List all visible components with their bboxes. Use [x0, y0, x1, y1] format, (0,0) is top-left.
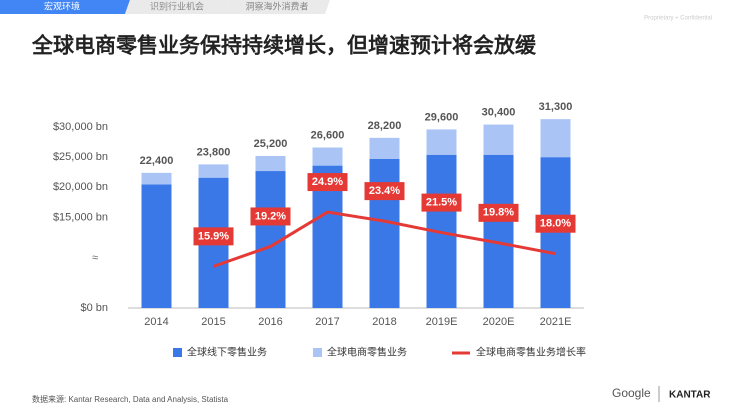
x-tick-label: 2019E [426, 316, 458, 328]
logo: Google [612, 386, 651, 400]
x-tick-label: 2016 [258, 316, 282, 328]
rate-label: 23.4% [369, 185, 400, 197]
tab[interactable]: 宏观环境 [44, 0, 80, 11]
total-label: 25,200 [254, 138, 288, 150]
x-tick-label: 2017 [315, 316, 339, 328]
bar-segment [255, 155, 286, 172]
tab-bg [225, 0, 330, 14]
x-tick-label: 2014 [144, 316, 168, 328]
rate-label: 19.8% [483, 207, 514, 219]
bar-segment [426, 129, 457, 155]
bar-segment [198, 164, 229, 178]
y-tick-label: $25,000 bn [53, 151, 108, 163]
bar-segment [141, 172, 172, 185]
total-label: 30,400 [482, 106, 516, 118]
tab-bg [0, 0, 130, 14]
rate-label: 19.2% [255, 210, 286, 222]
legend-label: 全球电商零售业务增长率 [476, 346, 586, 359]
rate-label-bg [421, 193, 462, 212]
x-tick-label: 2020E [483, 316, 515, 328]
logo: KANTAR [669, 390, 711, 401]
rate-label-bg [364, 182, 405, 201]
tab[interactable]: 识别行业机会 [150, 0, 204, 11]
bar-segment [540, 119, 571, 158]
x-tick-label: 2015 [201, 316, 225, 328]
chart-title: 全球电商零售业务保持持续增长，但增速预计将会放缓 [31, 34, 537, 58]
bar-segment [483, 124, 514, 155]
bar-segment [483, 154, 514, 308]
rate-label-bg [307, 173, 348, 192]
legend-swatch [173, 348, 182, 357]
total-label: 31,300 [539, 101, 573, 113]
rate-label: 18.0% [540, 218, 571, 230]
rate-label-bg [193, 227, 234, 246]
x-tick-label: 2018 [372, 316, 396, 328]
rate-label: 15.9% [198, 230, 229, 242]
total-label: 26,600 [311, 129, 345, 141]
total-label: 23,800 [197, 146, 231, 158]
rate-label: 21.5% [426, 196, 457, 208]
axis-break: ≈ [92, 252, 98, 264]
legend-label: 全球线下零售业务 [187, 346, 267, 359]
legend-swatch [313, 348, 322, 357]
tab[interactable]: 洞察海外消费者 [245, 0, 308, 11]
bar-segment [141, 184, 172, 308]
confidential: Proprietary + Confidential [644, 16, 712, 22]
total-label: 22,400 [140, 155, 174, 167]
total-label: 28,200 [368, 120, 402, 132]
y-tick-label: $15,000 bn [53, 211, 108, 223]
tab-bg [125, 0, 230, 14]
rate-label: 24.9% [312, 176, 343, 188]
bar-segment [369, 137, 400, 159]
bar-segment [369, 158, 400, 308]
x-tick-label: 2021E [540, 316, 572, 328]
rate-line [213, 210, 556, 268]
y-tick-label: $0 bn [80, 302, 108, 314]
source: 数据来源: Kantar Research, Data and Analysis… [32, 394, 229, 404]
rate-label-bg [250, 207, 291, 226]
legend-label: 全球电商零售业务 [327, 346, 407, 359]
total-label: 29,600 [425, 111, 459, 123]
rate-label-bg [478, 203, 519, 222]
rate-label-bg [535, 214, 576, 233]
y-tick-label: $30,000 bn [53, 121, 108, 133]
y-tick-label: $20,000 bn [53, 181, 108, 193]
bar-segment [312, 147, 343, 166]
